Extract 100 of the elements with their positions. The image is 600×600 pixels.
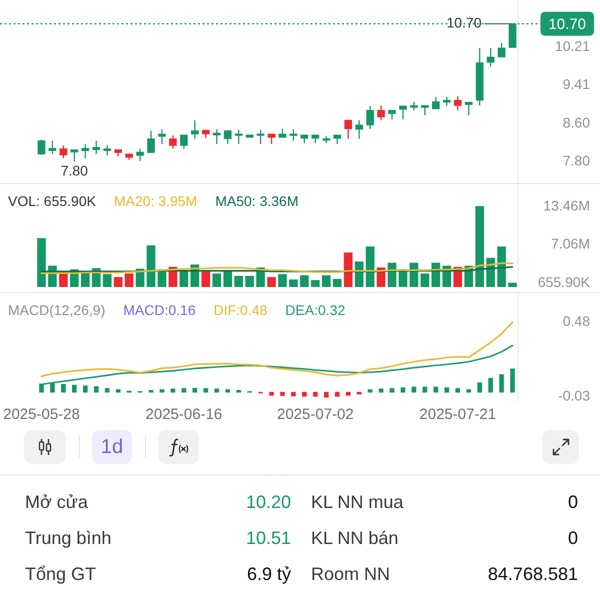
bar xyxy=(182,388,186,393)
bar xyxy=(497,246,506,287)
bar xyxy=(346,392,351,396)
candlestick xyxy=(158,128,166,145)
candlestick xyxy=(486,47,494,68)
candlestick xyxy=(191,120,199,140)
bar xyxy=(234,276,243,287)
bar xyxy=(302,392,307,397)
bar xyxy=(104,388,110,393)
bar xyxy=(102,274,112,287)
candlestick xyxy=(333,134,342,145)
bar xyxy=(37,238,46,287)
bar xyxy=(434,386,438,393)
bar xyxy=(136,268,144,287)
bar xyxy=(94,386,99,393)
candlestick xyxy=(290,128,298,142)
x-tick-label: 2025-06-16 xyxy=(146,406,222,424)
x-tick-label: 2025-05-28 xyxy=(3,406,80,424)
bar xyxy=(344,252,353,287)
bar xyxy=(324,392,329,398)
bar xyxy=(245,276,254,287)
bar xyxy=(180,271,188,287)
bar xyxy=(170,388,176,393)
bar xyxy=(488,378,493,393)
candlestick xyxy=(432,96,440,110)
candlestick xyxy=(344,119,352,140)
bar xyxy=(334,392,340,397)
bar xyxy=(269,392,274,396)
annotation: 10.70 xyxy=(446,14,482,31)
candlestick xyxy=(421,104,429,116)
bar xyxy=(278,274,287,287)
bar xyxy=(203,388,208,393)
bar xyxy=(444,387,450,393)
bar xyxy=(412,386,416,393)
candlestick xyxy=(454,95,462,111)
candlestick xyxy=(498,42,506,58)
ref-line-label: 10.70 xyxy=(548,16,586,33)
bar xyxy=(475,206,484,287)
text: MA20: 3.95M xyxy=(114,192,198,209)
y-tick-label: 9.41 xyxy=(562,76,590,92)
bar xyxy=(223,271,232,287)
bar xyxy=(280,392,285,396)
candlestick xyxy=(70,149,78,162)
text: Mở cửa xyxy=(25,491,88,514)
text: 0 xyxy=(568,491,578,514)
bar xyxy=(390,388,394,393)
candlestick xyxy=(377,104,385,121)
text: 10.51 xyxy=(246,527,291,550)
bar xyxy=(354,262,364,287)
candlestick xyxy=(464,102,473,116)
bar xyxy=(289,279,298,287)
candlestick xyxy=(147,130,155,154)
candlestick xyxy=(48,140,56,155)
bar xyxy=(322,275,331,287)
bar xyxy=(201,271,210,287)
bar xyxy=(477,382,482,393)
bar xyxy=(214,388,220,393)
candlestick xyxy=(92,140,100,155)
candlestick xyxy=(224,130,232,145)
legend-title: MACD(12,26,9) xyxy=(8,302,106,318)
candlestick xyxy=(136,148,144,162)
candlestick xyxy=(212,128,221,145)
bar xyxy=(50,382,55,393)
y-tick-label: 10.21 xyxy=(554,38,590,54)
bar xyxy=(499,374,504,393)
y-tick-label: 0.48 xyxy=(562,313,590,330)
bar xyxy=(422,386,428,393)
bar xyxy=(72,384,77,393)
candlestick xyxy=(81,143,90,159)
x-tick-label: 2025-07-21 xyxy=(419,406,496,424)
text: DEA:0.32 xyxy=(285,302,346,318)
bar xyxy=(61,384,66,393)
text: 0 xyxy=(568,527,578,550)
y-tick-label: 8.60 xyxy=(562,114,590,130)
text: 6.9 tỷ xyxy=(246,563,291,586)
text: 84.768.581 xyxy=(488,563,578,586)
bar xyxy=(410,262,418,287)
text: Room NN xyxy=(311,563,390,586)
annotation: MACD:0.16 xyxy=(123,302,196,318)
bar xyxy=(212,273,222,287)
candlestick xyxy=(355,120,363,140)
bar xyxy=(311,280,320,287)
text: Tổng GT xyxy=(25,563,96,586)
candlestick xyxy=(234,129,242,145)
bar xyxy=(160,389,164,393)
bar xyxy=(356,392,362,394)
candlestick xyxy=(103,144,112,156)
interval-button: 1d xyxy=(92,430,132,464)
y-tick-label: -0.03 xyxy=(558,387,590,404)
bar xyxy=(300,275,309,287)
candlestick xyxy=(388,110,396,120)
candlestick xyxy=(366,105,374,130)
text: MA50: 3.36M xyxy=(215,192,298,209)
bar xyxy=(124,273,134,287)
text: KL NN bán xyxy=(311,527,398,550)
candlestick xyxy=(60,144,68,159)
candlestick xyxy=(442,96,451,107)
bar xyxy=(420,273,430,287)
bar xyxy=(366,246,374,287)
bar xyxy=(510,368,515,393)
